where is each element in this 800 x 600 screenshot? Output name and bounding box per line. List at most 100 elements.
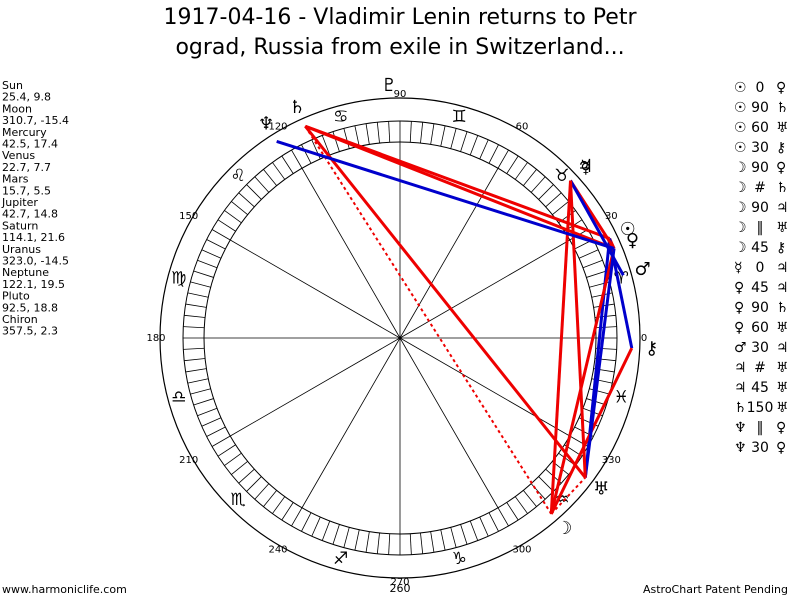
ring-hatch: [332, 524, 340, 545]
aspect-planet: ♃: [734, 380, 747, 396]
planet-name: Mercury: [2, 126, 47, 139]
ring-hatch: [343, 128, 350, 149]
ring-hatch: [430, 123, 435, 145]
aspect-planet: ♀: [734, 320, 744, 336]
ring-hatch: [450, 128, 457, 149]
aspect-line: [550, 476, 587, 515]
ring-hatch: [469, 520, 479, 541]
aspect-type: 0: [756, 260, 765, 276]
planet-position: 114.1, 21.6: [2, 231, 65, 244]
planet-glyph: ♇: [381, 75, 397, 96]
planet-position: 42.7, 14.8: [2, 208, 58, 221]
ring-hatch: [589, 388, 610, 395]
degree-label: 330: [602, 455, 621, 466]
ring-hatch: [497, 149, 509, 169]
outer-circle: [159, 97, 641, 579]
aspect-type: 90: [751, 160, 769, 176]
title-line: ograd, Russia from exile in Switzerland.…: [175, 35, 624, 60]
aspect-planet: ♀: [776, 160, 786, 176]
ring-hatch: [272, 496, 286, 514]
sign-glyph: ♋: [333, 107, 348, 127]
ring-hatch: [523, 490, 537, 507]
ring-hatch: [291, 149, 303, 169]
aspect-type: 30: [751, 440, 769, 456]
degree-label: 180: [146, 333, 165, 344]
degree-label: 90: [394, 89, 407, 100]
aspect-type: 45: [751, 280, 769, 296]
ring-hatch: [538, 184, 554, 200]
ring-hatch: [354, 529, 360, 551]
ring-hatch: [211, 229, 231, 241]
ring-hatch: [514, 496, 528, 514]
aspect-planet: ♄: [776, 100, 789, 116]
ring-hatch: [479, 516, 489, 537]
ring-hatch: [376, 122, 380, 144]
house-spoke: [230, 337, 401, 437]
sign-glyph: ♒: [554, 490, 569, 510]
aspect-type: 45: [751, 240, 769, 256]
ring-hatch: [301, 512, 312, 532]
aspect-planet: ☉: [734, 120, 747, 136]
aspect-lines: [276, 124, 634, 515]
bottom-label: 260: [390, 582, 411, 595]
sign-glyph: ♎: [171, 387, 186, 407]
planet-position: 22.7, 7.7: [2, 161, 51, 174]
ring-hatch: [388, 121, 391, 143]
ring-hatch: [388, 533, 391, 555]
house-spoke: [399, 337, 499, 508]
aspect-planet: ♃: [734, 360, 747, 376]
ring-hatch: [187, 378, 209, 384]
ring-hatch: [183, 326, 205, 329]
ring-hatch: [254, 483, 270, 500]
planet-glyph: ♅: [593, 479, 609, 500]
ring-hatch: [552, 201, 569, 215]
aspect-planet: ☽: [734, 160, 747, 176]
sign-glyph: ♐: [333, 549, 348, 569]
ring-hatch: [586, 270, 607, 278]
ring-hatch: [206, 239, 226, 250]
planet-name: Sun: [2, 79, 23, 92]
aspect-planet: ♅: [776, 400, 789, 416]
sign-glyph: ♏: [230, 490, 245, 510]
house-spoke: [230, 239, 401, 339]
aspect-planet: ☽: [734, 180, 747, 196]
ring-hatch: [263, 169, 277, 186]
aspect-type: 45: [751, 380, 769, 396]
planet-glyph: ♆: [258, 114, 274, 135]
ring-hatch: [184, 358, 206, 362]
ring-hatch: [217, 219, 236, 232]
aspect-planet: ☉: [734, 100, 747, 116]
aspect-line: [569, 179, 625, 276]
planet-name: Jupiter: [1, 196, 38, 209]
ring-hatch: [272, 162, 286, 180]
planet-position: 15.7, 5.5: [2, 184, 51, 197]
ring-hatch: [506, 155, 519, 174]
ring-hatch: [488, 512, 499, 532]
aspect-line: [569, 180, 587, 478]
ring-hatch: [409, 121, 412, 143]
planet-glyph: ⚷: [645, 338, 658, 359]
degree-label: 150: [179, 211, 198, 222]
ring-hatch: [231, 201, 248, 215]
degree-label: 0: [641, 333, 647, 344]
ring-hatch: [354, 125, 360, 147]
ring-hatch: [321, 135, 331, 156]
aspect-planet: ♃: [776, 340, 789, 356]
aspect-planet: ♄: [776, 180, 789, 196]
aspect-type: #: [754, 360, 766, 376]
aspect-planet: ♀: [734, 300, 744, 316]
planet-glyph: ☽: [556, 518, 572, 539]
ring-hatch: [291, 507, 303, 527]
planet-position: 122.1, 19.5: [2, 278, 65, 291]
ring-hatch: [281, 155, 294, 174]
ring-hatch: [440, 125, 446, 147]
ring-hatch: [281, 502, 294, 521]
aspect-line: [549, 180, 572, 514]
house-spoke: [399, 168, 499, 339]
ring-hatch: [231, 461, 248, 475]
ring-hatch: [469, 135, 479, 156]
planet-name: Neptune: [2, 266, 49, 279]
ring-hatch: [440, 529, 446, 551]
ring-hatch: [545, 192, 562, 208]
